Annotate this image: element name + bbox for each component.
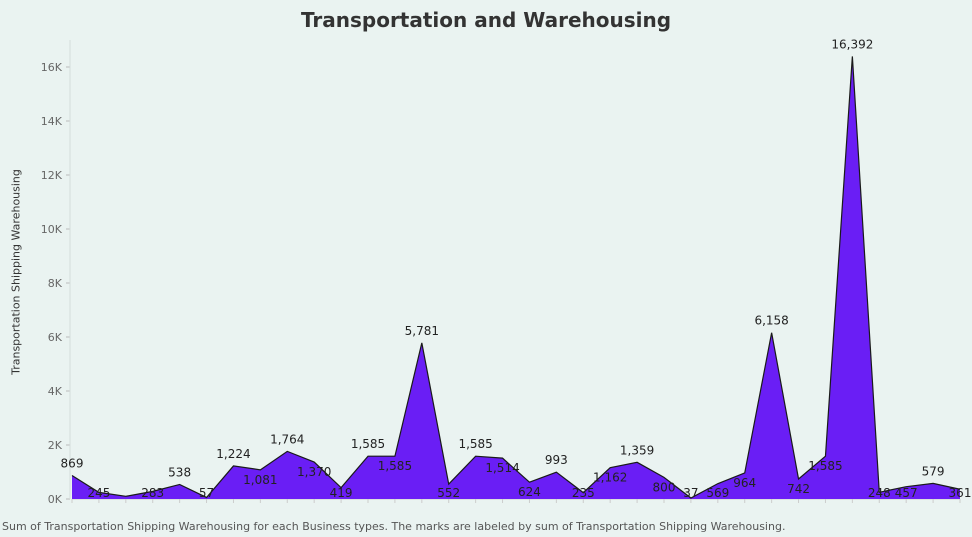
data-label: 569 xyxy=(706,486,729,500)
data-label: 1,370 xyxy=(297,465,331,479)
data-label: 457 xyxy=(895,486,918,500)
data-label: 538 xyxy=(168,465,191,479)
data-label: 57 xyxy=(199,486,214,500)
data-label: 1,359 xyxy=(620,443,654,457)
data-label: 1,585 xyxy=(378,459,412,473)
y-axis: 0K 2K 4K 6K 8K 10K 12K 14K 16K xyxy=(41,40,71,506)
y-tick-label: 4K xyxy=(48,385,63,398)
data-label: 552 xyxy=(437,486,460,500)
area-fill xyxy=(72,56,960,499)
data-label: 1,585 xyxy=(351,437,385,451)
chart-title: Transportation and Warehousing xyxy=(300,8,672,32)
y-tick-label: 16K xyxy=(41,61,63,74)
data-label: 6,158 xyxy=(754,314,788,328)
data-label: 742 xyxy=(787,482,810,496)
y-tick-label: 14K xyxy=(41,115,63,128)
area-line xyxy=(71,56,961,499)
data-label: 1,224 xyxy=(216,447,250,461)
data-label: 624 xyxy=(518,485,541,499)
data-label: 419 xyxy=(330,486,353,500)
y-tick-label: 6K xyxy=(48,331,63,344)
data-label: 964 xyxy=(733,476,756,490)
data-label: 1,081 xyxy=(243,473,277,487)
y-tick-label: 2K xyxy=(48,439,63,452)
data-labels: 869 245 283 538 57 1,224 1,081 1,764 1,370 419 1,5… xyxy=(61,37,972,500)
data-label: 1,585 xyxy=(808,459,842,473)
area-series xyxy=(71,56,961,499)
data-label: 1,162 xyxy=(593,471,627,485)
data-label: 1,514 xyxy=(485,461,519,475)
y-tick-label: 0K xyxy=(48,493,63,506)
data-label: 361 xyxy=(949,486,972,500)
data-label: 16,392 xyxy=(831,37,873,51)
data-label: 37 xyxy=(683,486,698,500)
data-label: 1,585 xyxy=(458,437,492,451)
data-label: 235 xyxy=(572,486,595,500)
y-tick-label: 8K xyxy=(48,277,63,290)
data-label: 993 xyxy=(545,453,568,467)
y-tick-label: 10K xyxy=(41,223,63,236)
data-label: 579 xyxy=(922,464,945,478)
data-label: 800 xyxy=(653,480,676,494)
data-label: 5,781 xyxy=(405,324,439,338)
data-label: 869 xyxy=(61,457,84,471)
chart-caption: Sum of Transportation Shipping Warehousi… xyxy=(2,520,786,533)
data-label: 1,764 xyxy=(270,432,304,446)
data-label: 245 xyxy=(87,486,110,500)
data-label: 283 xyxy=(141,486,164,500)
data-label: 248 xyxy=(868,486,891,500)
y-tick-label: 12K xyxy=(41,169,63,182)
